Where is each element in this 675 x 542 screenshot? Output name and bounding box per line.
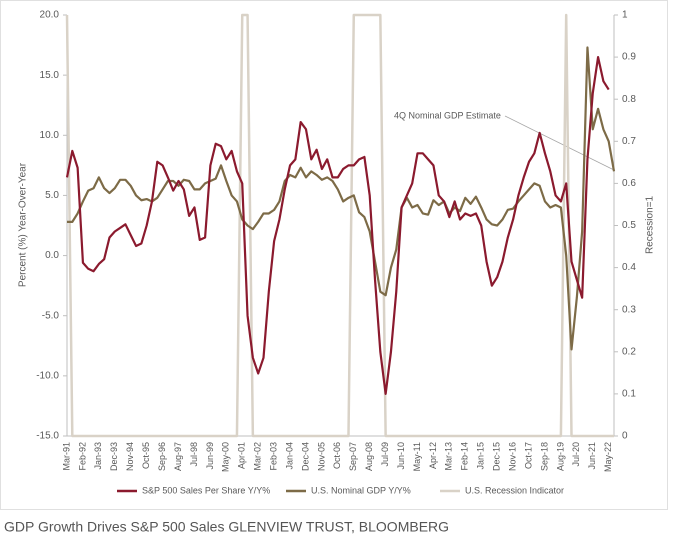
- x-tick-label: Dec-04: [300, 442, 310, 471]
- x-tick-label: Feb-92: [77, 442, 87, 471]
- y-tick-label: 0.0: [45, 250, 59, 261]
- x-tick-label: May-00: [221, 442, 231, 472]
- x-tick-label: Jul-20: [571, 442, 581, 467]
- y2-tick-label: 0.3: [622, 304, 636, 315]
- y2-tick-label: 0.5: [622, 220, 636, 231]
- x-tick-label: May-22: [603, 442, 613, 472]
- chart-frame: [0, 0, 668, 510]
- y2-tick-label: 0.6: [622, 178, 636, 189]
- x-tick-label: Apr-01: [237, 442, 247, 469]
- y2-tick-label: 0.4: [622, 262, 636, 273]
- y2-tick-label: 0.1: [622, 389, 636, 400]
- x-tick-label: Apr-12: [428, 442, 438, 469]
- y2-tick-label: 0.7: [622, 136, 636, 147]
- x-tick-label: Aug-19: [555, 442, 565, 471]
- x-tick-label: Oct-95: [141, 442, 151, 469]
- x-tick-label: Jan-04: [284, 442, 294, 470]
- x-tick-label: Feb-03: [268, 442, 278, 471]
- y-tick-label: 20.0: [40, 10, 60, 21]
- x-tick-label: Sep-07: [348, 442, 358, 471]
- x-tick-label: Jun-99: [205, 442, 215, 470]
- x-tick-label: Jun-10: [396, 442, 406, 470]
- legend-label: U.S. Nominal GDP Y/Y%: [311, 485, 411, 495]
- x-tick-label: Dec-93: [109, 442, 119, 471]
- x-tick-label: Oct-06: [332, 442, 342, 469]
- x-tick-label: Mar-02: [253, 442, 263, 471]
- x-tick-label: Nov-16: [507, 442, 517, 471]
- y2-tick-label: 0.8: [622, 94, 636, 105]
- y-tick-label: 5.0: [45, 190, 59, 201]
- x-tick-label: Nov-94: [125, 442, 135, 471]
- y2-tick-label: 1: [622, 10, 628, 21]
- x-tick-label: Jan-15: [476, 442, 486, 470]
- y-tick-label: 10.0: [40, 130, 60, 141]
- y2-tick-label: 0.9: [622, 52, 636, 63]
- caption: GDP Growth Drives S&P 500 Sales GLENVIEW…: [4, 519, 449, 535]
- x-tick-label: Feb-14: [460, 442, 470, 471]
- x-tick-label: Jul-98: [189, 442, 199, 467]
- x-tick-label: Mar-13: [444, 442, 454, 471]
- x-tick-label: Aug-08: [364, 442, 374, 471]
- legend-label: U.S. Recession Indicator: [465, 485, 564, 495]
- series-line: [67, 46, 616, 351]
- series-line: [65, 13, 614, 438]
- y-tick-label: -10.0: [36, 370, 59, 381]
- y-tick-label: -5.0: [42, 310, 60, 321]
- y2-tick-label: 0.2: [622, 346, 636, 357]
- x-tick-label: Sep-18: [539, 442, 549, 471]
- x-tick-label: Sep-96: [157, 442, 167, 471]
- x-tick-label: May-11: [412, 442, 422, 471]
- y-axis-title: Percent (%) Year-Over-Year: [18, 162, 29, 287]
- y2-tick-label: 0: [622, 431, 628, 442]
- legend-label: S&P 500 Sales Per Share Y/Y%: [142, 485, 270, 495]
- annotation: 4Q Nominal GDP Estimate: [394, 110, 501, 120]
- x-tick-label: Oct-17: [523, 442, 533, 469]
- x-tick-label: Aug-97: [173, 442, 183, 471]
- x-tick-label: Jun-21: [587, 442, 597, 470]
- y-tick-label: 15.0: [40, 70, 60, 81]
- y2-axis-title: Recession=1: [645, 196, 656, 255]
- y-tick-label: -15.0: [36, 431, 59, 442]
- series-line: [65, 56, 610, 395]
- x-tick-label: Jul-09: [380, 442, 390, 467]
- x-tick-label: Dec-15: [492, 442, 502, 471]
- x-tick-label: Mar-91: [61, 442, 71, 471]
- annotation-leader: [504, 115, 615, 171]
- x-tick-label: Nov-05: [316, 442, 326, 471]
- x-tick-label: Jan-93: [93, 442, 103, 470]
